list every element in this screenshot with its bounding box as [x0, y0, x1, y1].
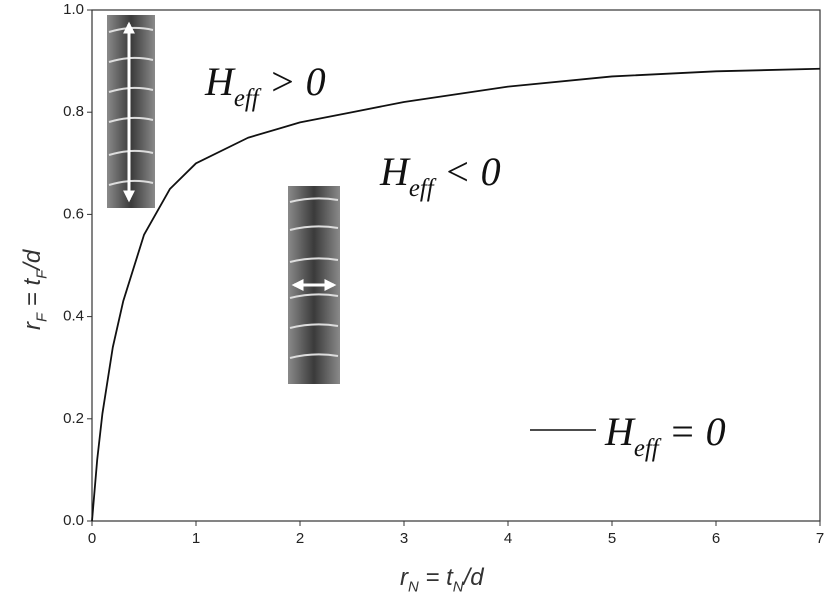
chart: 0.0 0.2 0.4 0.6 0.8 1.0 0 1 2 3 4 5 6 7 rN = tN/d rF = …	[0, 0, 824, 596]
text-part: = 0	[659, 409, 726, 454]
text-part: > 0	[259, 59, 326, 104]
x-tick-label: 3	[400, 530, 408, 547]
text-part: = t	[19, 278, 46, 313]
y-tick-label: 0.6	[63, 205, 84, 222]
annotation: Heff > 0	[204, 59, 326, 112]
text-part: H	[204, 59, 236, 104]
subscript: eff	[634, 435, 662, 462]
x-tick-label: 5	[608, 530, 616, 547]
text-part: /d	[19, 249, 46, 272]
text-part: H	[604, 409, 636, 454]
text-part: < 0	[434, 149, 501, 194]
y-tick-label: 0.2	[63, 410, 84, 427]
text-part: /d	[462, 564, 485, 591]
x-tick-label: 7	[816, 530, 824, 547]
y-tick-label: 0.4	[63, 308, 84, 325]
text-part: H	[379, 149, 411, 194]
y-tick-label: 0.0	[63, 512, 84, 529]
subscript: eff	[234, 85, 262, 112]
x-tick-label: 2	[296, 530, 304, 547]
x-axis-label: rN = tN/d	[400, 564, 484, 596]
inset-image-1	[107, 15, 155, 208]
y-tick-label: 0.8	[63, 103, 84, 120]
inset-image-2	[288, 186, 340, 384]
subscript: N	[453, 580, 464, 596]
subscript: eff	[409, 175, 437, 202]
x-tick-label: 0	[88, 530, 96, 547]
text-part: = t	[419, 564, 454, 591]
x-tick-label: 4	[504, 530, 512, 547]
annotation: Heff < 0	[379, 149, 501, 202]
y-tick-label: 1.0	[63, 1, 84, 18]
x-tick-label: 1	[192, 530, 200, 547]
legend-label: Heff = 0	[604, 409, 726, 462]
x-tick-label: 6	[712, 530, 720, 547]
subscript: N	[408, 580, 419, 596]
y-axis-label: rF = tF/d	[19, 249, 51, 330]
